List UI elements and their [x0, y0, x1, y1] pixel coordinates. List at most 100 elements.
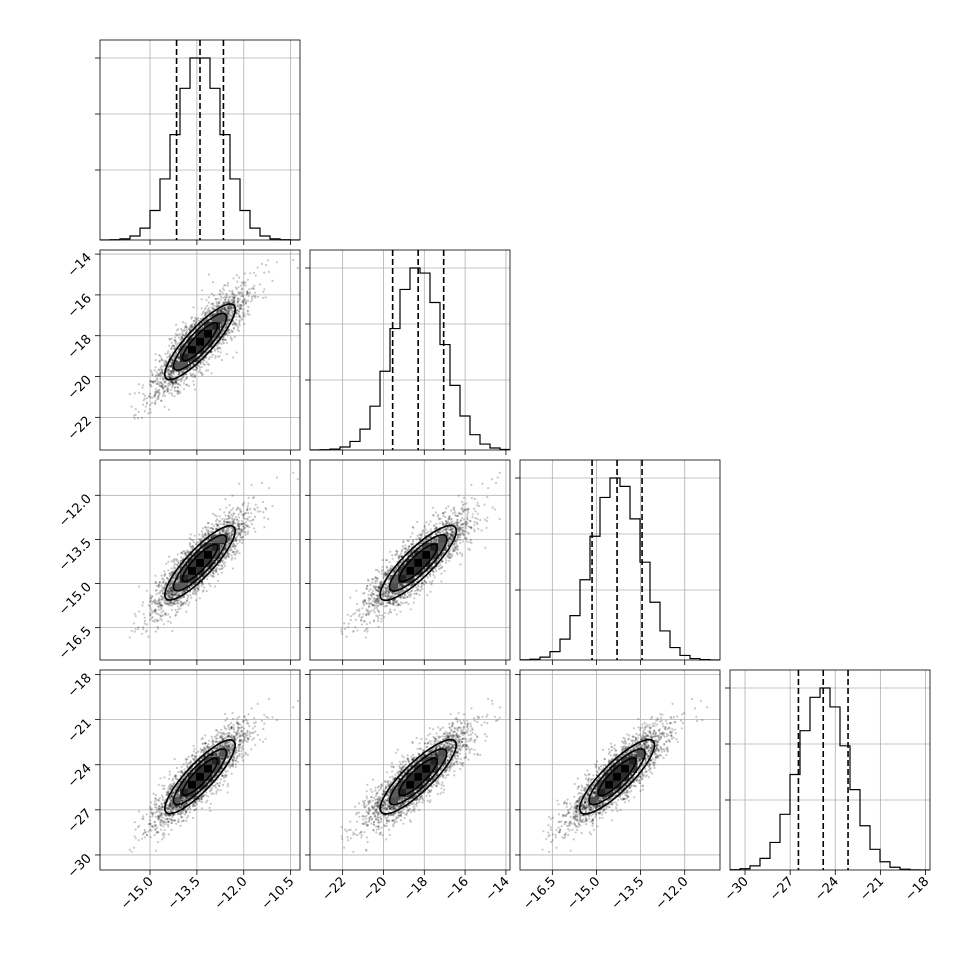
sample-point: [173, 395, 176, 398]
sample-point: [242, 281, 245, 284]
sample-point: [152, 600, 155, 603]
sample-point: [157, 374, 160, 377]
sample-point: [185, 610, 188, 613]
sample-point: [169, 361, 172, 364]
sample-point: [169, 388, 172, 392]
sample-point: [210, 523, 214, 526]
sample-point: [155, 371, 158, 374]
sample-point: [155, 382, 158, 385]
sample-point: [180, 551, 183, 554]
sample-point: [155, 593, 158, 596]
sample-point: [252, 271, 256, 274]
sample-point: [192, 372, 195, 376]
sample-point: [249, 272, 252, 275]
sample-point: [169, 621, 172, 624]
sample-point: [138, 383, 141, 386]
sample-point: [168, 384, 171, 387]
sample-point: [154, 630, 157, 633]
sample-point: [224, 518, 227, 521]
sample-point: [200, 289, 204, 292]
sample-point: [228, 555, 231, 558]
sample-point: [170, 376, 173, 379]
sample-point: [238, 324, 241, 327]
histogram-1: [310, 267, 510, 451]
sample-point: [165, 360, 168, 363]
sample-point: [214, 354, 217, 357]
sample-point: [207, 363, 210, 366]
sample-point: [237, 297, 240, 300]
sample-point: [205, 369, 208, 372]
sample-point: [234, 286, 237, 289]
sample-point: [246, 505, 249, 508]
sample-point: [204, 308, 207, 311]
sample-point: [237, 299, 240, 302]
sample-point: [171, 358, 174, 361]
sample-point: [231, 322, 234, 325]
sample-point: [205, 298, 208, 302]
sample-point: [160, 357, 163, 360]
sample-point: [232, 301, 236, 304]
sample-point: [155, 584, 158, 588]
sample-point: [160, 399, 163, 402]
sample-point: [162, 392, 165, 395]
sample-point: [173, 602, 176, 605]
sample-point: [184, 373, 188, 376]
sample-point: [175, 323, 178, 326]
sample-point: [207, 273, 211, 276]
sample-point: [198, 369, 201, 372]
sample-point: [221, 561, 225, 564]
sample-point: [234, 315, 238, 318]
sample-point: [172, 381, 175, 384]
sample-point: [171, 394, 174, 397]
sample-point: [165, 562, 168, 566]
sample-point: [222, 301, 225, 304]
sample-point: [210, 302, 213, 306]
sample-point: [177, 373, 180, 376]
sample-point: [142, 628, 145, 631]
sample-point: [253, 291, 257, 294]
y-tick-label: −22: [65, 414, 95, 444]
sample-point: [170, 371, 173, 374]
sample-point: [167, 384, 170, 387]
sample-point: [228, 535, 231, 538]
sample-point: [260, 481, 264, 485]
sample-point: [211, 353, 214, 356]
sample-point: [195, 365, 198, 369]
sample-point: [163, 361, 166, 364]
sample-point: [265, 508, 268, 511]
sample-point: [150, 401, 154, 404]
sample-point: [241, 541, 244, 545]
sample-point: [194, 316, 197, 319]
sample-point: [143, 394, 146, 397]
sample-point: [167, 382, 170, 385]
sample-point: [267, 259, 270, 262]
sample-point: [142, 384, 145, 387]
sample-point: [250, 300, 253, 303]
sample-point: [237, 516, 240, 519]
sample-point: [181, 321, 185, 324]
sample-point: [177, 608, 180, 611]
sample-point: [250, 512, 253, 515]
sample-point: [188, 537, 191, 540]
sample-point: [236, 328, 239, 331]
sample-point: [175, 379, 178, 382]
sample-point: [238, 314, 241, 317]
sample-point: [218, 292, 221, 295]
sample-point: [167, 620, 170, 623]
sample-point: [243, 298, 246, 301]
sample-point: [242, 504, 245, 507]
sample-point: [156, 625, 159, 628]
sample-point: [212, 304, 215, 307]
sample-point: [233, 544, 236, 547]
sample-point: [238, 552, 241, 555]
sample-point: [184, 322, 187, 325]
sample-point: [179, 380, 182, 383]
sample-point: [177, 336, 180, 339]
sample-point: [236, 542, 239, 545]
sample-point: [216, 355, 219, 358]
sample-point: [227, 514, 230, 517]
sample-point: [217, 579, 220, 582]
sample-point: [230, 554, 233, 557]
sample-point: [243, 323, 246, 326]
density-cell: [204, 329, 212, 338]
